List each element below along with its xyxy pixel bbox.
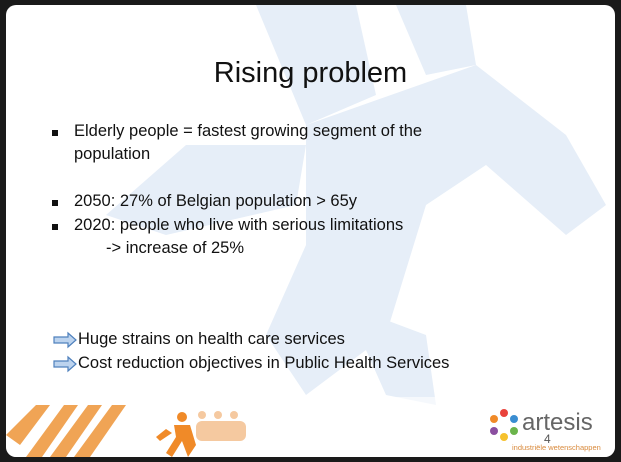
- bullet-text: -> increase of 25%: [106, 239, 244, 258]
- bullet-text: population: [74, 145, 150, 164]
- slide: Rising problem Elderly people = fastest …: [6, 5, 615, 457]
- logo-text: artesis: [522, 409, 593, 437]
- page: Rising problem Elderly people = fastest …: [0, 0, 621, 462]
- slide-title: Rising problem: [6, 57, 615, 90]
- conclusion-text: Cost reduction objectives in Public Heal…: [78, 354, 449, 373]
- bullet: [52, 200, 58, 206]
- bullet-text: Elderly people = fastest growing segment…: [74, 122, 422, 141]
- bullet-text: 2020: people who live with serious limit…: [74, 216, 403, 235]
- logo-tagline: industriële wetenschappen: [512, 443, 601, 452]
- page-number: 4: [544, 432, 551, 446]
- conclusion-text: Huge strains on health care services: [78, 330, 345, 349]
- bullet: [52, 130, 58, 136]
- bullet: [52, 224, 58, 230]
- bullet-text: 2050: 27% of Belgian population > 65y: [74, 192, 357, 211]
